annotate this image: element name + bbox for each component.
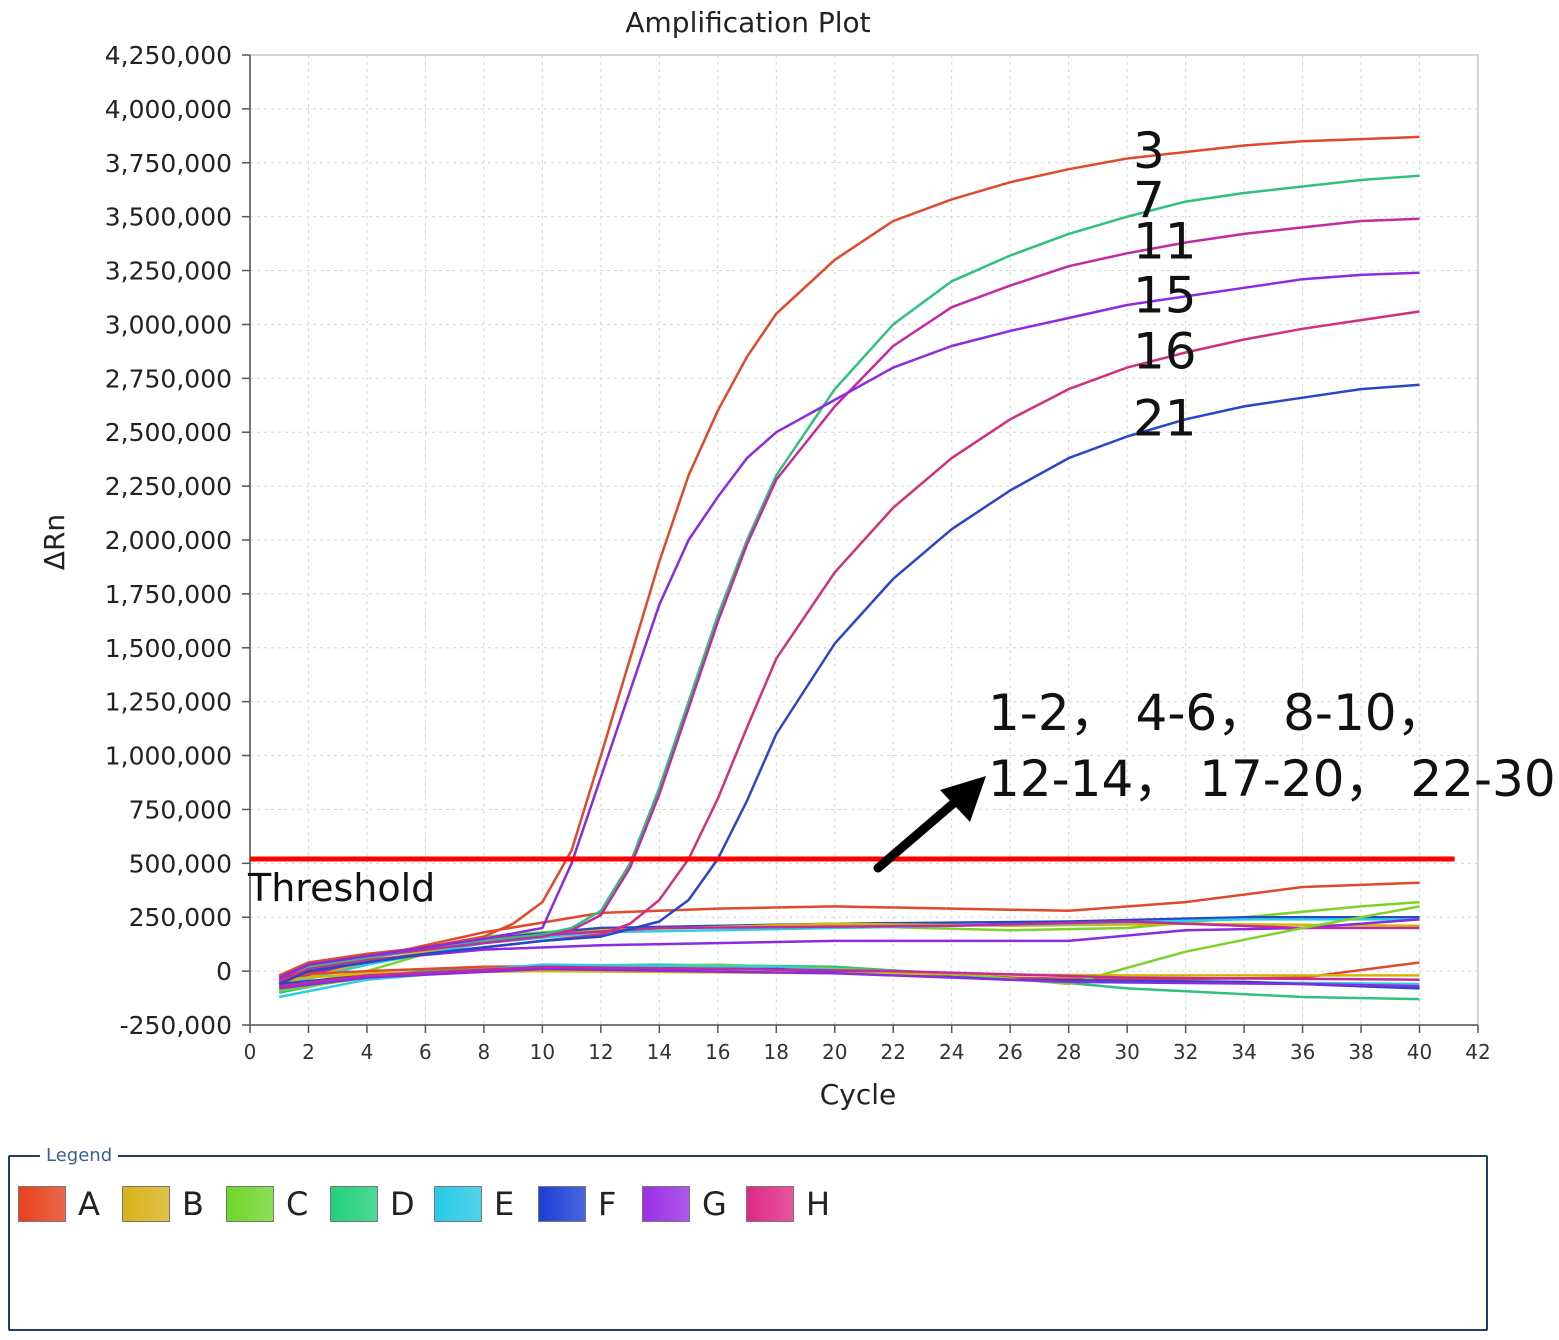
legend-label: G (702, 1185, 727, 1223)
x-tick-label: 30 (1114, 1040, 1139, 1064)
x-tick-label: 22 (881, 1040, 906, 1064)
x-tick-label: 20 (822, 1040, 847, 1064)
curve-11 (278, 217, 1420, 981)
y-tick-label: 3,500,000 (105, 203, 232, 232)
x-tick-label: 34 (1231, 1040, 1256, 1064)
legend-item-e: E (434, 1185, 520, 1223)
y-tick-label: 750,000 (129, 795, 232, 824)
y-tick-label: 2,250,000 (105, 472, 232, 501)
grid-lines (249, 54, 1479, 1026)
x-tick-label: 8 (478, 1040, 491, 1064)
legend-label: F (598, 1185, 617, 1223)
curve-15 (278, 271, 1420, 979)
y-tick-label: 2,500,000 (105, 418, 232, 447)
x-tick-label: 28 (1056, 1040, 1081, 1064)
legend-items: A B C D E F G H (18, 1185, 850, 1223)
legend-item-b: B (122, 1185, 208, 1223)
legend-swatch (330, 1186, 378, 1222)
legend-label: A (78, 1185, 100, 1223)
legend-swatch (122, 1186, 170, 1222)
x-tick-label: 14 (647, 1040, 672, 1064)
x-tick-label: 12 (588, 1040, 613, 1064)
amplification-chart: Amplification Plot ΔRn Cycle 0 2 4 6 8 10 12 14… (38, 6, 1556, 1111)
curve-7 (278, 174, 1420, 986)
y-axis-ticks: -250,000 0 250,000 500,000 750,000 1,000,000 1… (105, 41, 251, 1040)
y-tick-label: 500,000 (129, 849, 232, 878)
legend-label: H (806, 1185, 831, 1223)
legend-label: C (286, 1185, 309, 1223)
legend-panel: Legend A B C D E F G H (8, 1145, 1488, 1331)
x-axis-ticks: 0 2 4 6 8 10 12 14 16 18 20 22 24 26 28 30 32 34 36 38 40 42 (244, 1024, 1491, 1064)
x-tick-label: 36 (1290, 1040, 1315, 1064)
y-tick-label: 3,250,000 (105, 257, 232, 286)
y-tick-label: 1,000,000 (105, 742, 232, 771)
x-tick-label: 32 (1173, 1040, 1198, 1064)
legend-swatch (746, 1186, 794, 1222)
x-tick-label: 10 (530, 1040, 555, 1064)
legend-title: Legend (40, 1145, 119, 1166)
x-tick-label: 18 (764, 1040, 789, 1064)
y-tick-label: 0 (216, 957, 232, 986)
curve-label-21: 21 (1133, 389, 1197, 447)
threshold-label: Threshold (247, 866, 435, 910)
negative-curve-5 (278, 918, 1420, 988)
curve-3 (278, 135, 1420, 977)
y-tick-label: 3,750,000 (105, 149, 232, 178)
legend-item-d: D (330, 1185, 416, 1223)
x-tick-label: 4 (361, 1040, 374, 1064)
legend-item-f: F (538, 1185, 624, 1223)
legend-label: B (182, 1185, 204, 1223)
legend-item-g: G (642, 1185, 728, 1223)
y-tick-label: 2,750,000 (105, 364, 232, 393)
curve-16 (278, 310, 1420, 984)
x-tick-label: 6 (419, 1040, 432, 1064)
legend-swatch (642, 1186, 690, 1222)
arrow-pointer (873, 776, 986, 873)
x-tick-label: 40 (1407, 1040, 1432, 1064)
curve-label-16: 16 (1133, 322, 1197, 380)
negative-curve-14 (279, 967, 1420, 990)
y-tick-label: 250,000 (129, 903, 232, 932)
legend-item-c: C (226, 1185, 312, 1223)
y-tick-label: 1,250,000 (105, 688, 232, 717)
legend-item-a: A (18, 1185, 104, 1223)
y-tick-label: 4,250,000 (105, 41, 232, 70)
curve-label-3: 3 (1133, 122, 1165, 180)
y-tick-label: 3,000,000 (105, 310, 232, 339)
x-axis-label: Cycle (820, 1078, 897, 1111)
x-tick-label: 16 (705, 1040, 730, 1064)
x-tick-label: 42 (1465, 1040, 1490, 1064)
curve-label-11: 11 (1133, 213, 1197, 271)
y-tick-label: -250,000 (120, 1011, 232, 1040)
y-tick-label: 1,750,000 (105, 580, 232, 609)
legend-item-h: H (746, 1185, 832, 1223)
x-tick-label: 2 (302, 1040, 315, 1064)
y-axis-label: ΔRn (38, 514, 71, 570)
legend-label: D (390, 1185, 415, 1223)
curve-21 (278, 383, 1420, 986)
legend-swatch (226, 1186, 274, 1222)
x-tick-label: 24 (939, 1040, 964, 1064)
legend-label: E (494, 1185, 515, 1223)
negative-group-label-line-1: 1-2， 4-6， 8-10， (988, 684, 1447, 742)
curve-label-15: 15 (1133, 266, 1197, 324)
x-tick-label: 38 (1348, 1040, 1373, 1064)
y-tick-label: 1,500,000 (105, 634, 232, 663)
x-tick-label: 26 (997, 1040, 1022, 1064)
legend-swatch (538, 1186, 586, 1222)
positive-curves (278, 135, 1420, 986)
legend-swatch (18, 1186, 66, 1222)
negative-curve-15 (279, 965, 1420, 988)
y-tick-label: 4,000,000 (105, 95, 232, 124)
curve-label-7: 7 (1133, 172, 1165, 230)
chart-title: Amplification Plot (625, 6, 870, 39)
negative-group-label-line-2: 12-14， 17-20， 22-30 (988, 750, 1556, 808)
x-tick-label: 0 (244, 1040, 257, 1064)
y-tick-label: 2,000,000 (105, 526, 232, 555)
legend-swatch (434, 1186, 482, 1222)
negative-curves (278, 881, 1420, 1001)
negative-curve-1 (278, 881, 1420, 977)
